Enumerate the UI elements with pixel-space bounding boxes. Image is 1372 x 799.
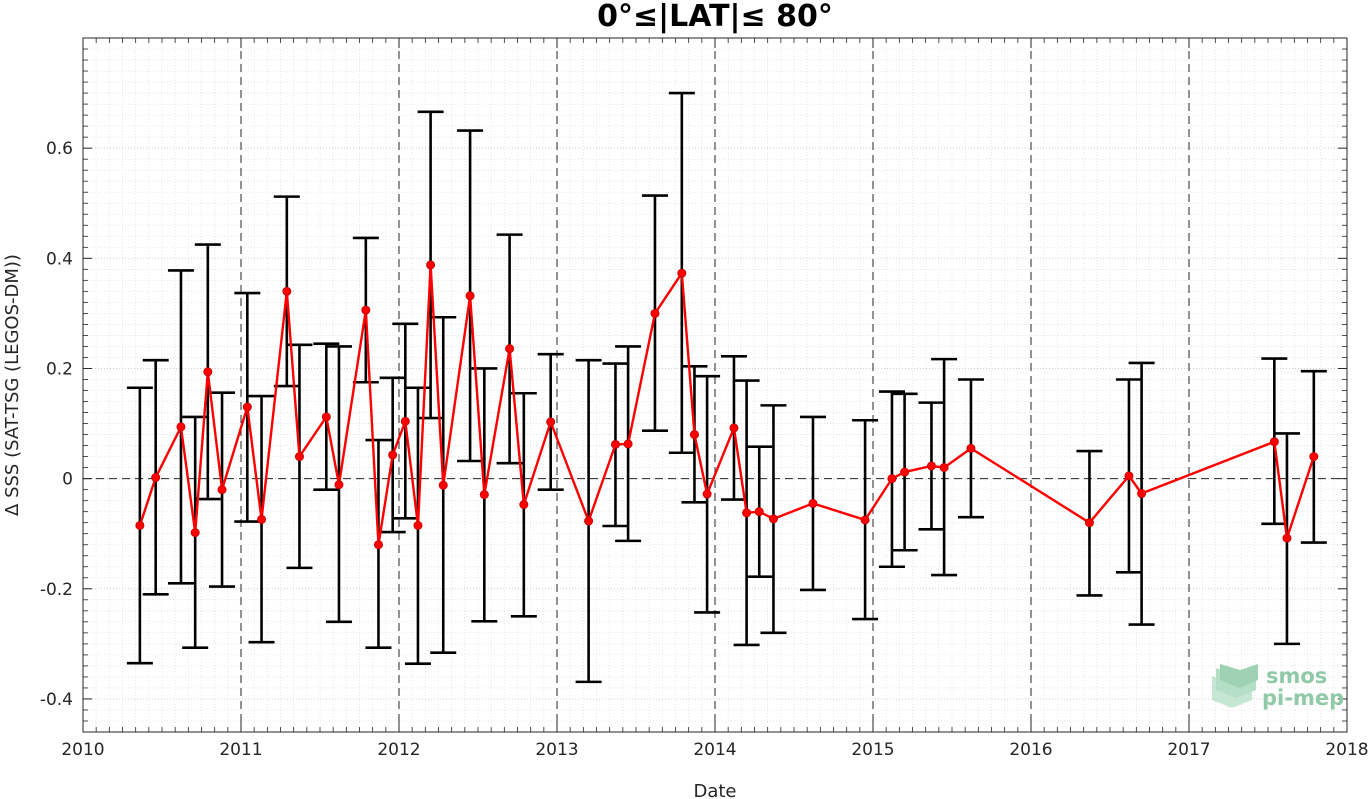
- data-point: [203, 367, 213, 377]
- data-point: [242, 402, 252, 412]
- plot-frame: [82, 37, 1348, 733]
- y-axis-label: Δ SSS (SAT-TSG (LEGOS-DM)): [2, 254, 23, 516]
- data-point: [257, 514, 267, 524]
- chart-title: 0°≤|LAT|≤ 80°: [597, 0, 833, 34]
- data-point: [505, 344, 515, 354]
- data-point: [768, 514, 778, 524]
- data-point: [1282, 533, 1292, 543]
- x-tick-label: 2010: [61, 740, 104, 760]
- data-point: [388, 450, 398, 460]
- x-tick-label: 2016: [1009, 740, 1052, 760]
- data-point: [926, 461, 936, 471]
- reference-lines: [83, 38, 1347, 732]
- data-point: [1084, 518, 1094, 528]
- data-point: [729, 423, 739, 433]
- data-series: [135, 260, 1319, 550]
- data-point: [151, 473, 161, 483]
- data-point: [400, 416, 410, 426]
- data-point: [373, 540, 383, 550]
- y-tick-label: 0.4: [46, 249, 73, 269]
- data-point: [623, 439, 633, 449]
- smos-pi-mep-logo: smos pi-mep: [1212, 664, 1344, 710]
- data-point: [217, 485, 227, 495]
- data-point: [413, 520, 423, 530]
- data-point: [702, 489, 712, 499]
- logo-icon: [1212, 664, 1258, 708]
- data-point: [438, 480, 448, 490]
- x-tick-label: 2012: [377, 740, 420, 760]
- data-point: [808, 498, 818, 508]
- data-point: [519, 500, 529, 510]
- y-tick-label: 0: [62, 470, 73, 490]
- data-point: [1137, 489, 1147, 499]
- data-point: [321, 412, 331, 422]
- x-tick-label: 2013: [535, 740, 578, 760]
- data-point: [334, 480, 344, 490]
- data-point: [966, 443, 976, 453]
- data-point: [860, 515, 870, 525]
- data-point: [900, 467, 910, 477]
- data-point: [546, 417, 556, 427]
- data-point: [689, 430, 699, 440]
- data-point: [190, 528, 200, 538]
- x-axis-label: Date: [693, 781, 736, 799]
- axis-ticks: [82, 38, 1348, 733]
- data-point: [361, 305, 371, 315]
- y-tick-label: 0.2: [46, 359, 73, 379]
- data-point: [479, 490, 489, 500]
- data-point: [1309, 452, 1319, 462]
- x-tick-label: 2014: [693, 740, 736, 760]
- y-tick-label: 0.6: [46, 139, 73, 159]
- logo-text-pimep: pi-mep: [1262, 686, 1344, 710]
- y-tick-label: -0.4: [40, 690, 73, 710]
- data-point: [135, 520, 145, 530]
- data-point: [742, 508, 752, 518]
- tick-labels: -0.4 -0.2 0 0.2 0.4 0.6 2010 2011 2012 2013 2014 20…: [40, 139, 1369, 760]
- data-point: [294, 452, 304, 462]
- data-point: [754, 507, 764, 517]
- data-point: [1124, 471, 1134, 481]
- x-tick-label: 2011: [219, 740, 262, 760]
- x-tick-label: 2017: [1167, 740, 1210, 760]
- data-point: [465, 291, 475, 301]
- data-point: [282, 286, 292, 296]
- data-point: [650, 308, 660, 318]
- data-point: [677, 268, 687, 278]
- x-tick-label: 2018: [1325, 740, 1368, 760]
- data-point: [584, 516, 594, 526]
- data-point: [426, 260, 436, 270]
- data-point: [887, 474, 897, 484]
- data-point: [610, 439, 620, 449]
- data-point: [1269, 437, 1279, 447]
- x-tick-label: 2015: [851, 740, 894, 760]
- data-point: [939, 463, 949, 473]
- y-tick-label: -0.2: [40, 580, 73, 600]
- logo-text-smos: smos: [1266, 664, 1327, 688]
- data-point: [176, 422, 186, 432]
